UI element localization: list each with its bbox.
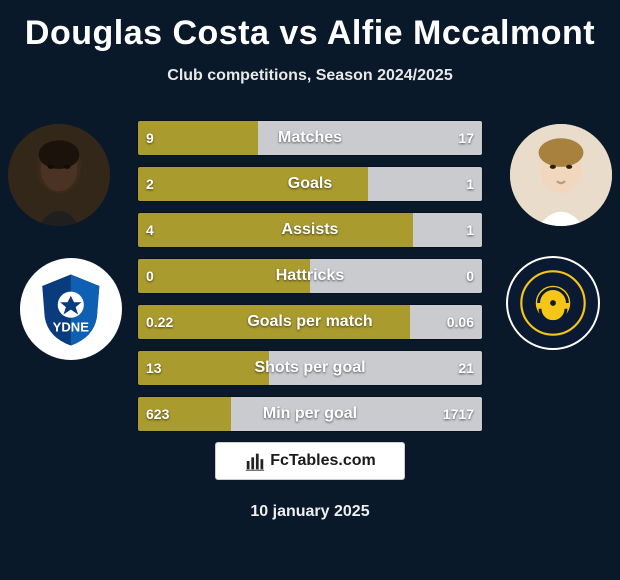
stat-value-left: 2: [138, 167, 162, 201]
stat-value-right: 1: [458, 213, 482, 247]
stat-value-right: 1717: [435, 397, 482, 431]
club-left-badge: YDNE: [20, 258, 122, 360]
stat-label: Goals: [138, 167, 482, 201]
player-left-avatar: [8, 124, 110, 226]
stat-label: Hattricks: [138, 259, 482, 293]
stat-value-left: 9: [138, 121, 162, 155]
stat-row: Min per goal623 1717: [137, 396, 483, 432]
stat-value-left: 0: [138, 259, 162, 293]
page-title: Douglas Costa vs Alfie Mccalmont: [0, 0, 620, 53]
club-right-badge: [506, 256, 600, 350]
stat-row: Goals2 1: [137, 166, 483, 202]
stats-container: Matches917Goals21Assists41Hattricks00Goa…: [137, 120, 483, 442]
stat-value-right: 1: [458, 167, 482, 201]
stat-row: Goals per match0.22 0.06: [137, 304, 483, 340]
stat-value-right: 21: [450, 351, 482, 385]
player-right-avatar: [510, 124, 612, 226]
stat-row: Hattricks0 0: [137, 258, 483, 294]
shield-icon: YDNE: [30, 268, 112, 350]
stat-value-left: 4: [138, 213, 162, 247]
person-icon: [510, 124, 612, 226]
brand-box[interactable]: FcTables.com: [215, 442, 405, 480]
subtitle: Club competitions, Season 2024/2025: [0, 67, 620, 85]
stat-label: Assists: [138, 213, 482, 247]
stat-row: Matches9 17: [137, 120, 483, 156]
circle-badge-icon: [517, 267, 589, 339]
bar-chart-icon: [244, 450, 266, 472]
stat-label: Shots per goal: [138, 351, 482, 385]
person-icon: [8, 124, 110, 226]
stat-value-left: 0.22: [138, 305, 181, 339]
stat-label: Matches: [138, 121, 482, 155]
brand-label: FcTables.com: [270, 452, 376, 470]
stat-value-right: 0: [458, 259, 482, 293]
stat-label: Goals per match: [138, 305, 482, 339]
stat-value-left: 13: [138, 351, 170, 385]
stat-row: Shots per goal13 21: [137, 350, 483, 386]
stat-row: Assists4 1: [137, 212, 483, 248]
stat-value-right: 17: [450, 121, 482, 155]
stat-label: Min per goal: [138, 397, 482, 431]
stat-value-left: 623: [138, 397, 177, 431]
date-label: 10 january 2025: [0, 503, 620, 521]
stat-value-right: 0.06: [439, 305, 482, 339]
svg-text:YDNE: YDNE: [53, 320, 90, 335]
